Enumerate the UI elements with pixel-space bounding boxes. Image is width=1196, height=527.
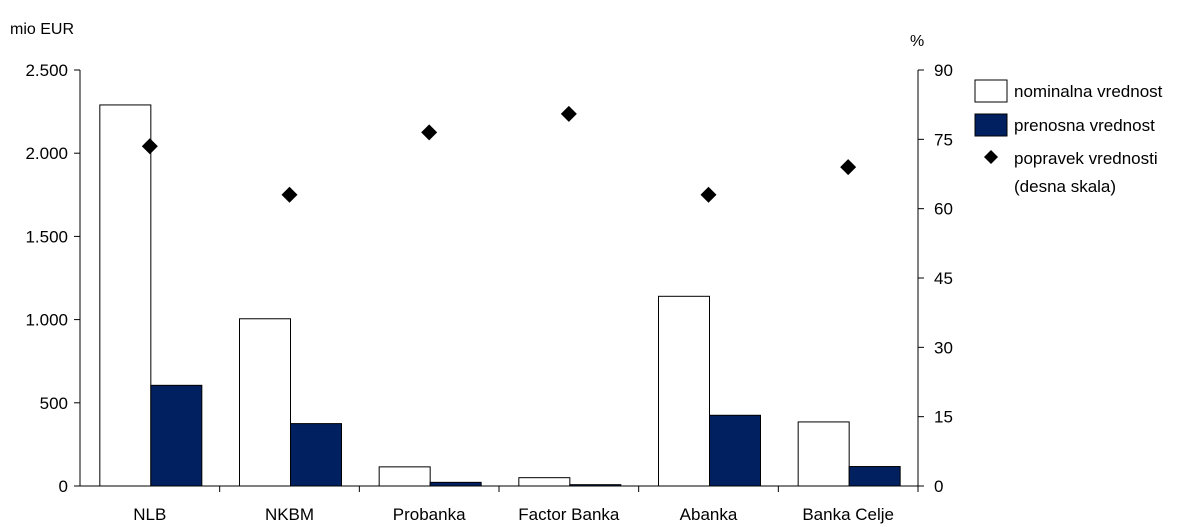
left-tick-label: 1.500 [25,227,68,246]
bar-transfer [429,481,482,487]
right-tick-label: 75 [934,130,953,149]
marker-correction [421,124,438,141]
bars-group [99,104,901,487]
bar-transfer [150,384,203,487]
bar-nominal [797,421,850,487]
bar-nominal [378,466,431,487]
legend-label-correction: popravek vrednosti [1014,149,1158,168]
x-tick-label: Abanka [680,505,738,524]
bar-nominal [518,477,571,487]
right-tick-label: 0 [934,477,943,496]
left-tick-label: 0 [59,477,68,496]
right-tick-label: 15 [934,408,953,427]
left-axis-unit: mio EUR [10,21,74,38]
legend-label-transfer: prenosna vrednost [1014,116,1155,135]
markers-group [141,105,857,203]
legend-diamond-icon [984,150,998,164]
marker-correction [281,186,298,203]
marker-correction [700,186,717,203]
right-tick-label: 45 [934,269,953,288]
bar-transfer [709,414,761,487]
legend-swatch-transfer [974,113,1008,137]
bar-nominal [99,104,152,487]
x-tick-label: Probanka [393,505,466,524]
x-tick-label: NKBM [265,505,314,524]
left-tick-label: 2.500 [25,61,68,80]
left-tick-label: 500 [40,394,68,413]
marker-correction [141,138,158,155]
legend: nominalna vrednost prenosna vrednost pop… [974,79,1163,196]
x-tick-label: Factor Banka [518,505,620,524]
left-tick-label: 2.000 [25,144,68,163]
legend-label-correction-note: (desna skala) [1014,177,1116,196]
marker-correction [560,105,577,122]
right-tick-label: 90 [934,61,953,80]
bar-transfer [848,466,901,487]
bar-nominal [658,295,710,487]
x-tick-label: Banka Celje [802,505,894,524]
right-tick-label: 30 [934,338,953,357]
legend-label-nominal: nominalna vrednost [1014,82,1163,101]
x-tick-label: NLB [133,505,166,524]
axes-group: 0 500 1.000 1.500 2.000 2.500 0 15 30 45 60 75 90 NLB… [25,61,952,524]
legend-swatch-nominal [974,79,1008,103]
bar-transfer [290,423,342,487]
marker-correction [840,159,857,176]
right-tick-label: 60 [934,200,953,219]
left-tick-label: 1.000 [25,311,68,330]
bar-nominal [239,318,291,487]
right-axis-unit: % [910,33,924,50]
